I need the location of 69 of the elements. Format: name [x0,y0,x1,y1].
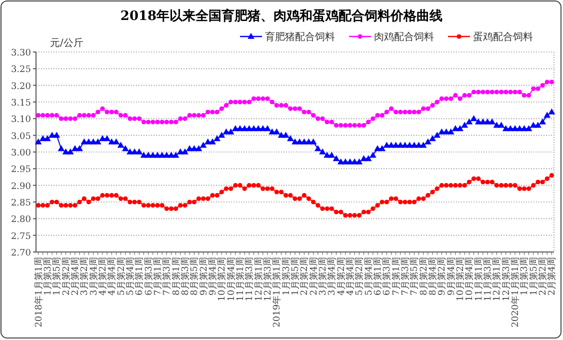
x-tick-label: 7月第1周 [152,257,164,296]
x-tick-label: 6月第3周 [382,257,393,296]
x-tick-label: 1月第5周 [528,257,540,296]
x-tick-label: 11月第1周 [234,257,246,302]
legend-label: 蛋鸡配合饲料 [473,31,533,43]
x-tick-label: 7月第3周 [162,257,173,296]
x-tick-label: 5月第2周 [354,257,366,296]
x-tick-label: 2月第4周 [546,257,558,296]
y-tick-label: 3.20 [10,82,32,92]
x-tick-label: 8月第5周 [189,257,200,296]
x-tick-label: 6月第1周 [134,257,146,296]
y-tick-label: 3.15 [10,98,32,108]
x-tick-label: 11月第3周 [244,257,256,302]
legend-label: 肉鸡配合饲料 [374,31,434,43]
x-tick-label: 12月第1周 [253,257,264,302]
x-tick-label: 2月第4周 [70,257,81,296]
x-tick-label: 1月第3周 [42,257,54,296]
x-tick-label: 9月第4周 [207,257,218,296]
x-tick-label: 5月第2周 [116,257,127,296]
y-axis-title: 元/公斤 [50,37,84,49]
x-tick-label: 1月第5周 [290,257,301,296]
x-tick-label: 4月第4周 [106,257,118,296]
x-tick-label: 7月第5周 [409,257,420,296]
x-tick-label: 10月第4周 [464,257,476,302]
x-tick-label: 3月第4周 [88,257,100,296]
x-tick-label: 2018年1月第1周 [33,257,44,328]
x-tick-label: 6月第3周 [143,257,154,296]
y-tick-label: 2.75 [10,232,32,242]
y-tick-label: 3.05 [10,132,32,142]
y-tick-label: 2.85 [10,198,32,208]
x-tick-label: 2月第2周 [299,257,310,296]
x-tick-label: 12月第3周 [262,257,274,302]
y-tick-label: 3.10 [10,115,32,126]
y-tick-label: 2.95 [10,165,32,176]
y-tick-label: 3.25 [10,65,32,76]
x-tick-label: 5月第4周 [363,257,374,296]
x-tick-label: 3月第2周 [79,257,90,296]
x-tick-label: 5月第4周 [124,257,136,296]
x-tick-label: 3月第4周 [326,257,338,296]
x-tick-label: 12月第3周 [500,257,512,302]
x-tick-label: 4月第2周 [336,257,347,296]
y-tick-label: 2.70 [10,248,32,258]
legend-item: 育肥猪配合饲料 [240,32,335,43]
y-tick-label: 2.90 [10,182,32,192]
x-tick-label: 1月第5周 [52,257,63,296]
x-tick-label: 8月第2周 [418,257,430,296]
x-tick-label: 2月第4周 [308,257,320,296]
x-tick-label: 2019年1月第1周 [272,257,283,328]
x-tick-label: 9月第4周 [446,257,457,296]
chart-title: 2018年以来全国育肥猪、肉鸡和蛋鸡配合饲料价格曲线 [120,8,443,24]
x-tick-label: 2月第2周 [60,257,72,296]
x-tick-label: 8月第3周 [180,257,191,296]
x-tick-label: 10月第2周 [216,257,228,302]
y-tick-label: 3.00 [10,148,32,158]
x-tick-label: 7月第1周 [390,257,402,296]
x-tick-label: 8月第1周 [170,257,182,296]
y-tick-label: 3.30 [10,48,32,58]
x-tick-label: 12月第1周 [492,257,503,302]
x-tick-label: 10月第4周 [226,257,237,302]
x-tick-label: 1月第3周 [280,257,292,296]
legend-item: 肉鸡配合饲料 [349,32,434,43]
y-tick-label: 2.80 [10,215,32,226]
legend-item: 蛋鸡配合饲料 [448,32,533,43]
x-tick-label: 9月第2周 [436,257,448,296]
x-tick-label: 9月第2周 [198,257,210,296]
x-tick-label: 11月第1周 [473,257,484,302]
x-tick-label: 4月第2周 [97,257,108,296]
legend-label: 育肥猪配合饲料 [265,31,335,43]
x-tick-label: 1月第3周 [519,257,530,296]
